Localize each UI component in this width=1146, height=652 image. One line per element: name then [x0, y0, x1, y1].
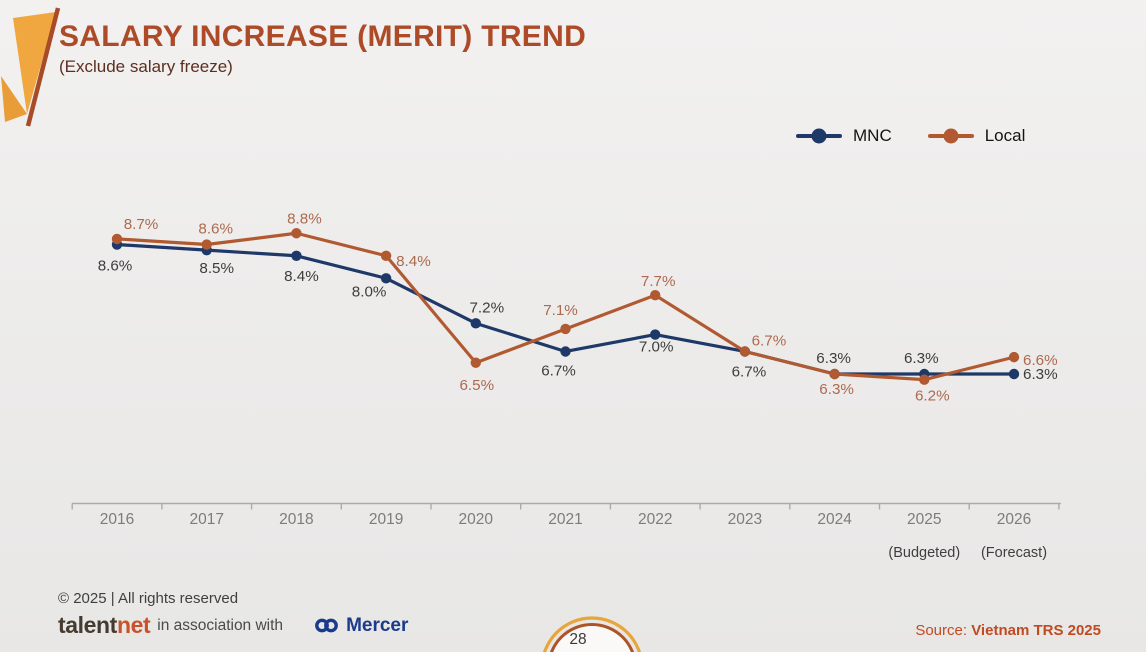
- page-subtitle: (Exclude salary freeze): [59, 57, 233, 76]
- data-label-mnc: 7.0%: [639, 339, 674, 356]
- legend-label-local: Local: [984, 126, 1026, 145]
- data-label-mnc: 6.3%: [1023, 366, 1058, 383]
- data-point-mnc: [560, 346, 571, 357]
- legend-item-mnc: MNC: [796, 126, 892, 146]
- x-axis-label: 2022: [638, 511, 672, 528]
- talentnet-logo: talentnet: [58, 612, 151, 638]
- data-point-local: [1008, 351, 1020, 363]
- data-point-mnc: [291, 250, 302, 261]
- mnc-line-marker-icon: [796, 128, 842, 144]
- x-axis-label: 2018: [279, 511, 313, 528]
- data-label-local: 6.6%: [1023, 352, 1058, 369]
- local-line-marker-icon: [927, 128, 974, 144]
- talentnet-logo-part1: talent: [58, 612, 117, 638]
- source-prefix: Source:: [915, 622, 972, 639]
- local-dot-icon: [943, 128, 959, 144]
- data-point-local: [201, 239, 212, 250]
- data-label-local: 8.6%: [198, 221, 233, 238]
- data-label-mnc: 8.6%: [98, 258, 133, 275]
- data-label-mnc: 6.3%: [816, 350, 851, 367]
- data-label-local: 6.5%: [459, 377, 494, 394]
- copyright-text: © 2025 | All rights reserved: [58, 590, 239, 607]
- source-text: Vietnam TRS 2025: [971, 622, 1101, 639]
- logo-line: talentnet in association with Mercer: [58, 614, 408, 637]
- data-point-local: [560, 323, 571, 335]
- data-label-local: 7.1%: [543, 302, 578, 319]
- chart-legend: MNC Local: [796, 126, 1025, 146]
- data-point-mnc: [650, 329, 661, 340]
- data-label-local: 8.8%: [287, 210, 322, 227]
- x-axis-note: (Budgeted): [888, 545, 960, 561]
- data-point-local: [111, 233, 123, 245]
- mercer-logo-icon: [315, 618, 338, 633]
- x-axis-note: (Forecast): [981, 545, 1047, 561]
- arrow-diagonal-line: [25, 7, 61, 127]
- legend-label-mnc: MNC: [853, 126, 892, 145]
- data-label-mnc: 7.2%: [469, 299, 504, 316]
- data-label-mnc: 6.7%: [541, 362, 576, 379]
- data-point-mnc: [1008, 368, 1020, 380]
- x-axis-label: 2017: [189, 511, 223, 528]
- association-text: in association with: [157, 616, 284, 634]
- badge-outer-ring: [542, 616, 642, 652]
- data-point-local: [919, 374, 930, 385]
- page-number-badge: 28: [542, 616, 642, 652]
- data-point-local: [829, 368, 840, 380]
- data-label-mnc: 6.3%: [904, 350, 939, 367]
- badge-inner-ring: [549, 623, 635, 652]
- page-title: SALARY INCREASE (MERIT) TREND: [59, 20, 587, 53]
- x-axis-label: 2026: [997, 511, 1031, 528]
- header: SALARY INCREASE (MERIT) TREND (Exclude s…: [59, 20, 586, 77]
- page-number: 28: [569, 631, 586, 648]
- data-point-local: [380, 250, 392, 261]
- data-label-local: 6.2%: [915, 388, 950, 405]
- x-axis-label: 2025: [907, 511, 941, 528]
- x-axis-label: 2016: [100, 511, 134, 528]
- arrow-triangle-main: [13, 12, 56, 114]
- talentnet-logo-part2: net: [116, 612, 151, 638]
- arrow-triangle-lower: [1, 76, 27, 122]
- data-point-local: [650, 289, 661, 301]
- data-label-local: 8.7%: [124, 216, 159, 233]
- data-label-local: 6.7%: [752, 332, 787, 349]
- x-axis-label: 2024: [817, 511, 852, 528]
- x-axis-label: 2020: [459, 511, 494, 528]
- data-label-local: 8.4%: [396, 253, 431, 270]
- data-label-mnc: 8.4%: [284, 268, 319, 285]
- data-point-local: [291, 228, 302, 239]
- data-point-mnc: [470, 318, 481, 329]
- legend-item-local: Local: [927, 126, 1026, 146]
- data-label-mnc: 8.0%: [352, 283, 387, 300]
- mercer-logo-word: Mercer: [346, 614, 409, 636]
- header-arrow-icon: [1, 7, 61, 127]
- footer: © 2025 | All rights reserved talentnet i…: [58, 590, 408, 637]
- source-note: Source: Vietnam TRS 2025: [915, 622, 1101, 639]
- data-label-mnc: 6.7%: [732, 363, 767, 380]
- x-axis-label: 2021: [548, 511, 582, 528]
- mercer-logo: Mercer: [313, 615, 408, 637]
- data-label-mnc: 8.5%: [199, 260, 234, 277]
- data-point-local: [739, 346, 751, 357]
- data-label-local: 6.3%: [819, 381, 854, 398]
- data-point-local: [470, 357, 481, 368]
- mnc-dot-icon: [811, 128, 827, 144]
- data-point-mnc: [380, 273, 392, 284]
- x-axis-label: 2019: [369, 511, 403, 528]
- data-label-local: 7.7%: [641, 273, 676, 290]
- x-axis-label: 2023: [728, 511, 762, 528]
